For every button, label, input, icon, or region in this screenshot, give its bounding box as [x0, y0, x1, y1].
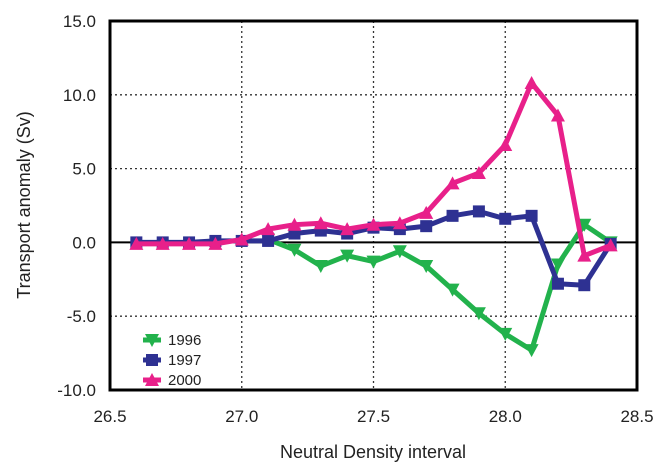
y-tick-label: 5.0: [72, 160, 96, 179]
data-point-2000: [498, 137, 513, 151]
data-point-2000: [261, 222, 276, 236]
data-point-2000: [577, 248, 592, 262]
data-point-1997: [499, 212, 512, 225]
x-tick-label: 27.0: [225, 407, 258, 426]
series-layer: [129, 75, 618, 358]
data-point-1996: [445, 283, 460, 297]
x-tick-labels: 26.5 27.0 27.5 28.0 28.5: [93, 407, 653, 426]
data-point-2000: [155, 236, 170, 250]
legend-marker: [145, 334, 159, 347]
y-tick-labels: 15.0 10.0 5.0 0.0 -5.0 -10.0: [57, 12, 96, 400]
data-point-2000: [182, 236, 197, 250]
x-axis-label: Neutral Density interval: [280, 442, 466, 462]
legend-label: 2000: [168, 372, 201, 389]
data-point-2000: [208, 236, 223, 250]
data-point-1996: [419, 260, 434, 274]
legend-item-1997: 1997: [143, 352, 201, 369]
data-point-2000: [550, 108, 565, 122]
data-point-2000: [603, 238, 618, 252]
data-point-2000: [234, 232, 249, 246]
data-point-2000: [471, 166, 486, 180]
data-point-1996: [340, 249, 355, 263]
data-point-2000: [524, 75, 539, 89]
legend-item-2000: 2000: [143, 372, 201, 389]
data-point-1996: [287, 243, 302, 257]
y-tick-label: 0.0: [72, 233, 96, 252]
data-point-1997: [578, 279, 591, 292]
data-point-1997: [420, 220, 433, 233]
grid: [110, 21, 637, 390]
data-point-2000: [392, 216, 407, 230]
data-point-1997: [472, 205, 485, 218]
data-point-2000: [340, 222, 355, 236]
legend-label: 1996: [168, 332, 201, 349]
legend-marker: [145, 373, 159, 386]
data-point-2000: [287, 217, 302, 231]
data-point-1996: [577, 218, 592, 232]
legend: 1996 1997 2000: [143, 332, 201, 389]
y-tick-label: -5.0: [67, 307, 96, 326]
y-axis-label: Transport anomaly (Sv): [14, 111, 34, 298]
y-tick-label: 10.0: [63, 86, 96, 105]
data-point-1997: [446, 209, 459, 222]
y-tick-label: -10.0: [57, 381, 96, 400]
x-tick-label: 26.5: [93, 407, 126, 426]
data-point-2000: [366, 217, 381, 231]
data-point-1996: [313, 260, 328, 274]
legend-marker: [146, 354, 158, 366]
data-point-2000: [445, 176, 460, 190]
series-1996: [261, 218, 618, 358]
x-tick-label: 28.5: [620, 407, 653, 426]
legend-item-1996: 1996: [143, 332, 201, 349]
data-point-1996: [366, 255, 381, 269]
plot-frame: [108, 19, 639, 392]
data-point-1996: [524, 344, 539, 358]
y-tick-label: 15.0: [63, 12, 96, 31]
series-2000: [129, 75, 618, 262]
data-point-2000: [313, 216, 328, 230]
data-point-1996: [471, 307, 486, 321]
data-point-1996: [498, 327, 513, 341]
legend-label: 1997: [168, 352, 201, 369]
data-point-1997: [551, 277, 564, 290]
data-point-2000: [419, 205, 434, 219]
data-point-1997: [525, 209, 538, 222]
data-point-2000: [129, 236, 144, 250]
x-tick-label: 27.5: [357, 407, 390, 426]
data-point-1997: [262, 234, 275, 247]
x-tick-label: 28.0: [489, 407, 522, 426]
data-point-1996: [550, 258, 565, 272]
data-point-1996: [392, 245, 407, 259]
